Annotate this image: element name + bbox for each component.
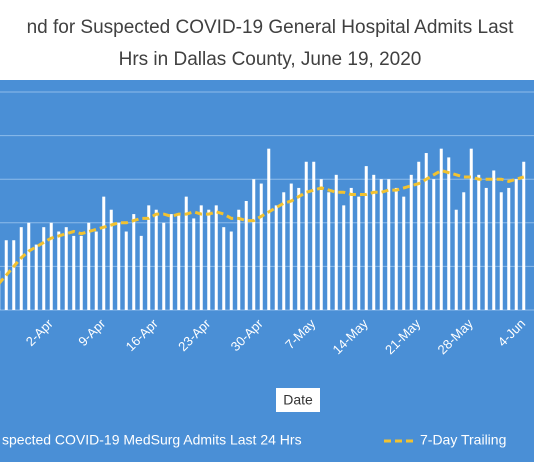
bar [87,222,91,310]
bar [417,161,421,310]
bar [304,161,308,310]
bar [454,209,458,310]
chart-title: Hrs in Dallas County, June 19, 2020 [119,49,422,70]
bar [319,179,323,310]
bar [49,222,53,310]
bar [199,205,203,310]
bar [34,244,38,310]
bar [372,174,376,310]
bar [184,196,188,310]
bar [312,161,316,310]
bar [102,196,106,310]
bar [522,161,526,310]
bar [109,209,113,310]
bar [274,205,278,310]
bar [222,227,226,310]
bar [117,222,121,310]
bar [267,148,271,310]
bar [229,231,233,310]
bar [394,187,398,310]
trend-line [0,168,525,285]
bar [484,187,488,310]
bar [349,187,353,310]
bar [334,174,338,310]
bar [192,218,196,310]
bar [402,196,406,310]
bar [237,209,241,310]
bar [177,214,181,310]
bar [424,153,428,310]
bar [162,222,166,310]
x-axis-label: Date [283,392,313,408]
bar [124,231,128,310]
x-label-box [276,388,320,412]
bar [327,192,331,310]
bar [499,192,503,310]
bar [154,209,158,310]
bar [297,187,301,310]
bar [507,187,511,310]
bar [27,222,31,310]
bar [379,179,383,310]
bar [147,205,151,310]
bar [387,179,391,310]
bar [244,201,248,310]
bar [492,170,496,310]
bar [72,235,76,310]
bar [409,174,413,310]
bar [477,174,481,310]
bar [214,205,218,310]
bar [252,179,256,310]
bar [64,227,68,310]
bar [19,227,23,310]
chart-title: nd for Suspected COVID-19 General Hospit… [27,17,515,38]
bar [57,231,61,310]
legend-label: spected COVID-19 MedSurg Admits Last 24 … [2,432,302,448]
bar [447,157,451,310]
bar [42,227,46,310]
bar [207,209,211,310]
bar [342,205,346,310]
bar [12,240,16,310]
bar [432,179,436,310]
bar [364,166,368,310]
bar [289,183,293,310]
bar [169,214,173,310]
title-area [0,0,534,80]
bar [282,192,286,310]
legend-label: 7-Day Trailing [420,432,506,448]
bar [139,235,143,310]
bar [94,231,98,310]
bar [514,179,518,310]
bar [79,235,83,310]
bar [259,183,263,310]
bar [469,148,473,310]
bar [439,148,443,310]
bar [462,192,466,310]
bar [357,196,361,310]
bar [132,214,136,310]
